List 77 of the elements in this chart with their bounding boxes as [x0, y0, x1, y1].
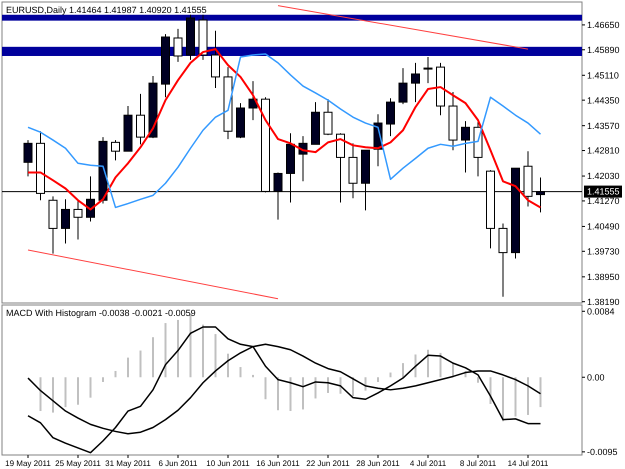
x-tick-label: 28 Jun 2011 [356, 459, 400, 468]
candlestick [61, 198, 70, 244]
candlestick [111, 140, 120, 161]
x-tick-label: 4 Jul 2011 [410, 459, 447, 468]
bar [64, 377, 66, 408]
candlestick [461, 120, 470, 173]
bar [477, 377, 479, 383]
candlestick [398, 68, 408, 105]
x-tick-label: 19 May 2011 [5, 459, 52, 468]
line-series [27, 326, 542, 454]
candlestick [324, 98, 332, 136]
bar [440, 352, 442, 378]
bar [90, 377, 92, 398]
bar [414, 354, 416, 378]
bar [502, 377, 504, 422]
bar [114, 370, 116, 378]
x-tick-label: 10 Jun 2011 [206, 459, 250, 468]
y-tick-label: 1.45110 [587, 70, 619, 80]
y-tick-label: 0.0084 [587, 306, 615, 316]
y-tick-label: 1.42810 [587, 146, 620, 156]
bar [402, 363, 404, 378]
candlestick [211, 30, 220, 89]
x-tick-label: 31 May 2011 [105, 459, 152, 468]
bar [214, 334, 216, 378]
y-tick-label: 1.41270 [587, 196, 620, 206]
bar [77, 377, 79, 405]
y-tick-label: 1.39730 [587, 246, 620, 256]
y-tick-label: 0.00 [587, 372, 605, 382]
bar [202, 324, 204, 378]
bar [240, 367, 242, 378]
candlestick [424, 56, 432, 84]
y-tick-label: 1.40490 [587, 222, 620, 232]
y-tick-label: 1.46650 [587, 20, 620, 30]
candlestick [411, 62, 420, 103]
bar [264, 377, 266, 400]
x-tick-label: 22 Jun 2011 [306, 459, 350, 468]
y-tick-label: 1.43570 [587, 120, 620, 131]
bar [177, 320, 179, 378]
y-tick-label: 1.38190 [587, 296, 620, 307]
candlestick [24, 140, 32, 177]
bar [152, 337, 154, 378]
candlestick [74, 200, 82, 240]
bar [127, 358, 129, 378]
bar [52, 377, 54, 413]
x-tick-label: 8 Jul 2011 [460, 459, 497, 468]
x-tick-label: 25 May 2011 [55, 459, 102, 468]
x-tick-label: 14 Jul 2011 [508, 459, 549, 468]
y-tick-label: -0.0095 [587, 447, 618, 458]
bar [140, 350, 142, 378]
x-tick-label: 16 Jun 2011 [256, 459, 300, 468]
bar [514, 377, 516, 417]
bar [190, 314, 192, 378]
candlestick [386, 98, 395, 137]
bar [252, 374, 254, 378]
candlestick [174, 28, 182, 62]
bar [314, 377, 316, 398]
bar [227, 354, 229, 378]
bar [164, 323, 166, 378]
bar [527, 377, 529, 415]
bar [377, 377, 379, 382]
ref-line-label: 1.41555 [587, 186, 620, 197]
x-tick-label: 6 Jun 2011 [158, 459, 198, 468]
y-tick-label: 1.45890 [587, 44, 620, 55]
chart-title: MACD With Histogram -0.0038 -0.0021 -0.0059 [6, 308, 196, 318]
y-tick-label: 1.44350 [587, 95, 620, 106]
bar [302, 377, 304, 410]
bar [277, 377, 279, 410]
bar [427, 350, 429, 378]
y-tick-label: 1.42030 [587, 171, 620, 182]
candlestick [136, 93, 145, 145]
chart-title: EURUSD,Daily 1.41464 1.41987 1.40920 1.41555 [6, 5, 207, 15]
bar [290, 377, 292, 412]
bar [390, 372, 392, 378]
bar [540, 377, 542, 408]
y-tick-label: 1.38950 [587, 272, 620, 282]
bar [40, 377, 42, 412]
bar [102, 377, 104, 382]
